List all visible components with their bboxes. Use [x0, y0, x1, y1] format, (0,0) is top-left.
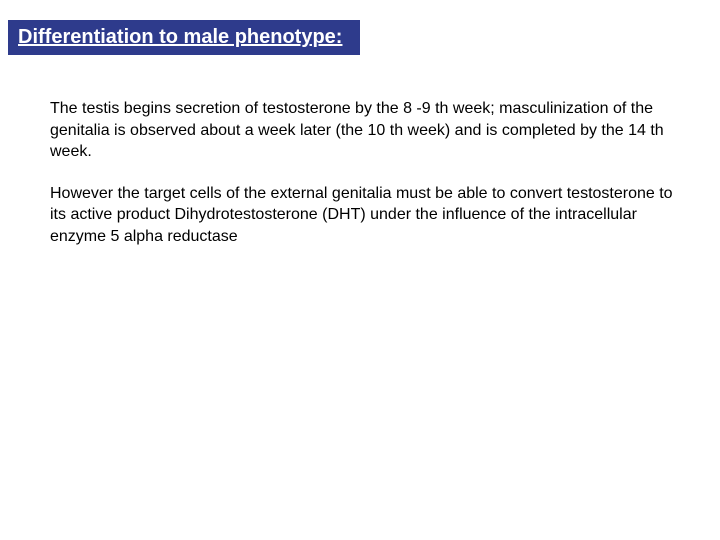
paragraph-2: However the target cells of the external… — [50, 183, 690, 248]
paragraph-1: The testis begins secretion of testoster… — [50, 98, 690, 163]
slide-content: The testis begins secretion of testoster… — [50, 98, 690, 268]
slide-title: Differentiation to male phenotype: — [8, 20, 360, 55]
